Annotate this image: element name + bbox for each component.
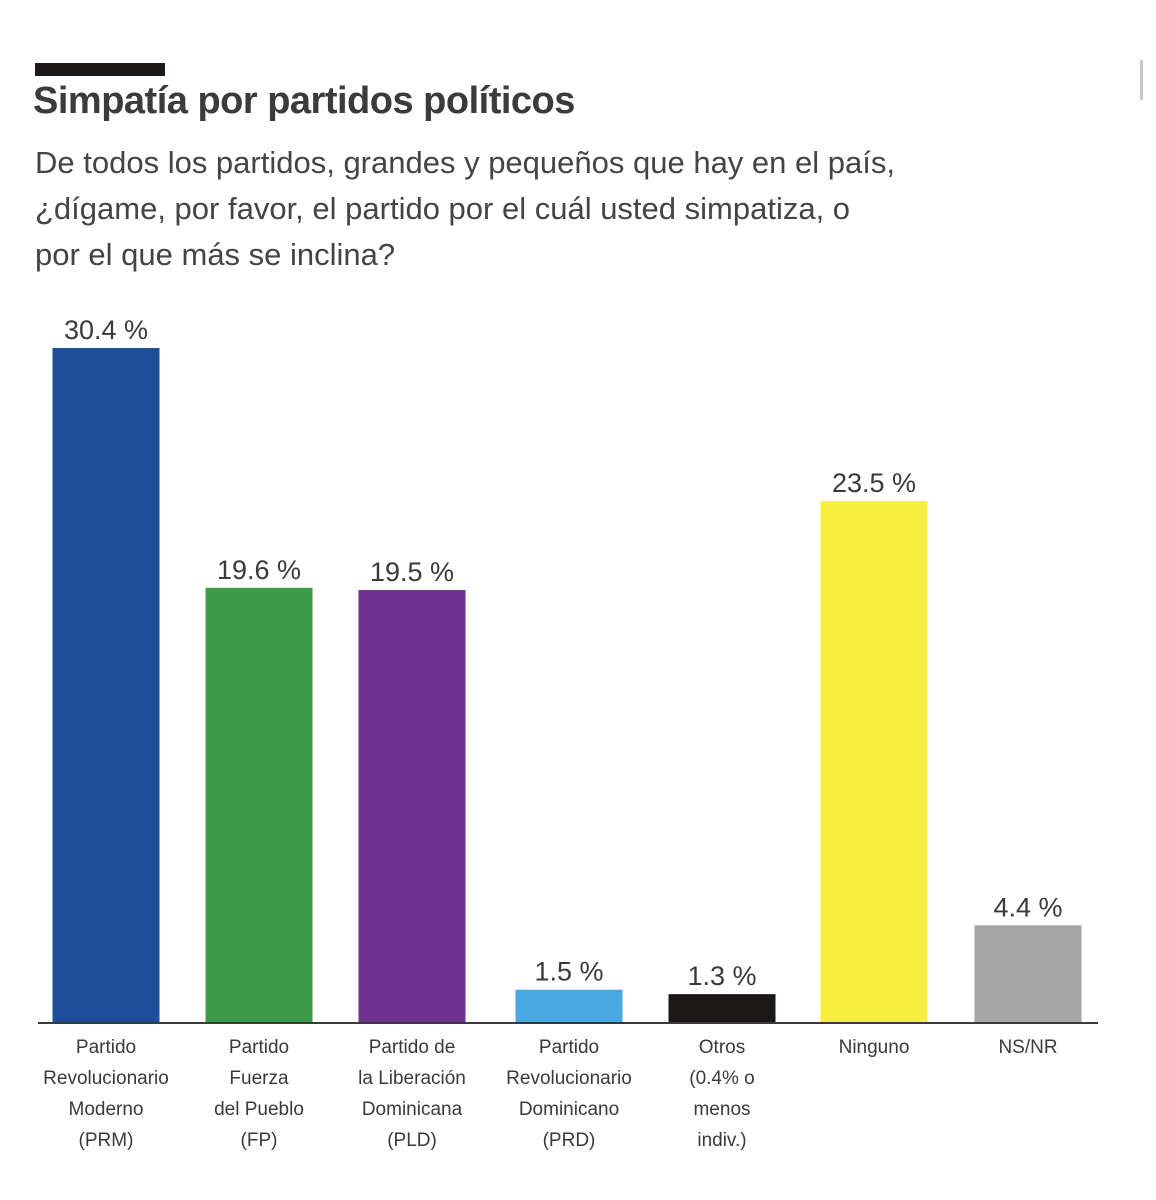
category-label: Otros [699,1037,745,1058]
category-label: (FP) [241,1130,278,1151]
category-label: Dominicana [362,1099,463,1120]
category-label: la Liberación [358,1068,466,1089]
bar [668,994,776,1023]
category-label: (0.4% o [689,1068,754,1089]
category-label: NS/NR [998,1037,1057,1058]
category-label: (PRM) [79,1130,134,1151]
data-label: 19.5 % [370,557,454,587]
category-label: indiv.) [697,1130,746,1151]
category-label: Partido [539,1037,599,1058]
category-label: Fuerza [229,1068,289,1089]
category-label: Partido [76,1037,136,1058]
bar [205,587,313,1023]
category-label: Revolucionario [43,1068,169,1089]
adjacent-graphic-fragment [1140,60,1156,100]
category-label: (PLD) [387,1130,437,1151]
bar [515,989,623,1023]
category-label: Partido [229,1037,289,1058]
data-label: 23.5 % [832,468,916,498]
category-label: (PRD) [543,1130,596,1151]
chart-subtitle: De todos los partidos, grandes y pequeño… [35,145,895,272]
category-label: Moderno [69,1099,144,1120]
bar [974,925,1082,1023]
title-rule [35,63,165,76]
category-label: del Pueblo [214,1099,304,1120]
data-label: 19.6 % [217,555,301,585]
data-label: 1.3 % [687,961,756,991]
category-label: Ninguno [839,1037,910,1058]
chart-title: Simpatía por partidos políticos [33,80,575,122]
category-label: Revolucionario [506,1068,632,1089]
category-label: Dominicano [519,1099,619,1120]
bar [52,348,160,1023]
data-label: 1.5 % [534,957,603,987]
category-label: menos [693,1099,750,1120]
data-label: 30.4 % [64,315,148,345]
bar [820,501,928,1023]
bar [358,590,466,1023]
data-label: 4.4 % [993,892,1062,922]
category-label: Partido de [369,1037,456,1058]
